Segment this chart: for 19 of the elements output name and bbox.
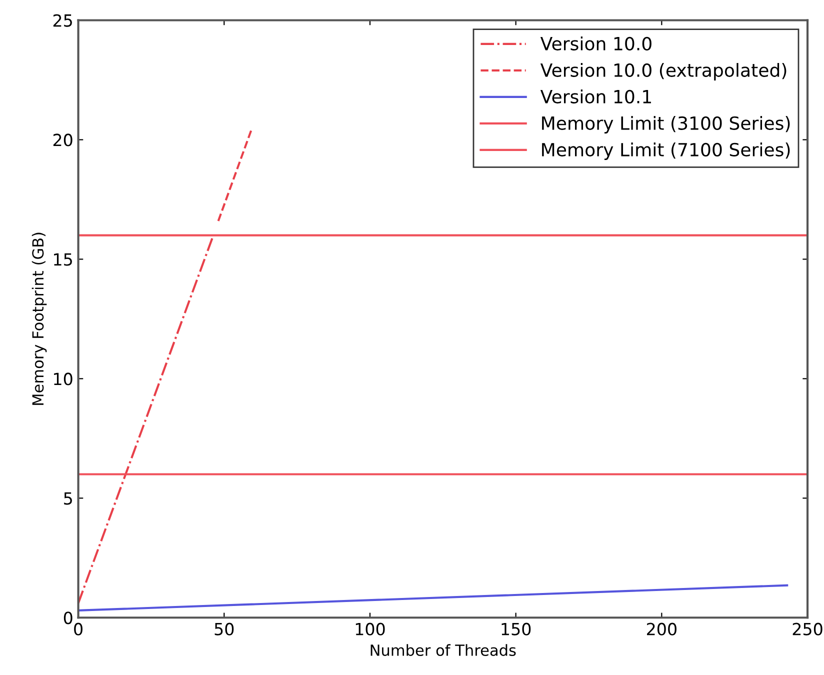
x-tick-label: 250 — [792, 622, 822, 636]
y-tick-label: 15 — [54, 253, 72, 266]
y-tick-label: 25 — [53, 14, 72, 27]
y-axis-title: Memory Footprint (GB) — [32, 232, 47, 405]
legend-label: Version 10.1 — [540, 90, 651, 104]
legend-label: Version 10.0 — [540, 36, 652, 50]
x-tick-label: 0 — [74, 622, 82, 636]
x-tick-label: 50 — [214, 622, 234, 636]
y-tick-label: 0 — [64, 612, 72, 624]
y-tick-label: 5 — [64, 492, 72, 505]
x-tick-label: 200 — [646, 622, 676, 636]
legend-label: Version 10.0 (extrapolated) — [540, 63, 786, 80]
x-axis-title: Number of Threads — [370, 644, 516, 656]
y-tick-label: 20 — [53, 134, 72, 146]
x-tick-label: 150 — [502, 622, 531, 636]
legend-label: Memory Limit (3100 Series) — [542, 116, 790, 134]
x-tick-label: 100 — [356, 622, 385, 636]
y-tick-label: 10 — [54, 372, 72, 386]
legend-label: Memory Limit (7100 Series) — [542, 142, 790, 160]
